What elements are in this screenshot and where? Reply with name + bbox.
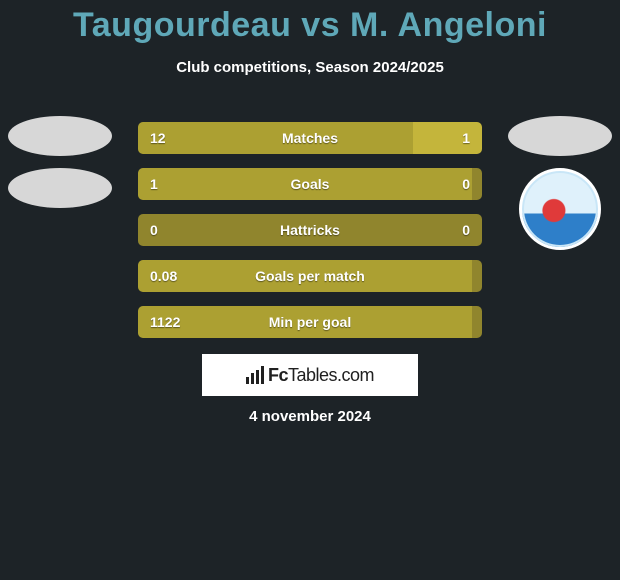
stat-row: 0.08Goals per match bbox=[138, 260, 482, 292]
subtitle: Club competitions, Season 2024/2025 bbox=[0, 59, 620, 76]
player1-club-placeholder bbox=[8, 168, 112, 208]
snapshot-date: 4 november 2024 bbox=[0, 408, 620, 425]
brand-watermark: FcTables.com bbox=[202, 354, 418, 396]
comparison-bars: 121Matches 10Goals 00Hattricks 0.08Goals pe… bbox=[138, 122, 482, 338]
stat-label: Hattricks bbox=[138, 222, 482, 238]
brand-text-bold: Fc bbox=[268, 365, 288, 385]
stat-label: Matches bbox=[138, 130, 482, 146]
right-avatar-column bbox=[508, 116, 612, 250]
stat-label: Goals bbox=[138, 176, 482, 192]
player2-club-badge bbox=[519, 168, 601, 250]
brand-text-rest: Tables.com bbox=[288, 365, 374, 385]
stat-row: 1122Min per goal bbox=[138, 306, 482, 338]
left-avatar-column bbox=[8, 116, 112, 208]
stat-label: Min per goal bbox=[138, 314, 482, 330]
stat-label: Goals per match bbox=[138, 268, 482, 284]
page-title: Taugourdeau vs M. Angeloni bbox=[0, 0, 620, 45]
brand-text: FcTables.com bbox=[268, 365, 374, 386]
player2-photo-placeholder bbox=[508, 116, 612, 156]
player1-photo-placeholder bbox=[8, 116, 112, 156]
stat-row: 10Goals bbox=[138, 168, 482, 200]
brand-bars-icon bbox=[246, 366, 264, 384]
stat-row: 00Hattricks bbox=[138, 214, 482, 246]
stat-row: 121Matches bbox=[138, 122, 482, 154]
